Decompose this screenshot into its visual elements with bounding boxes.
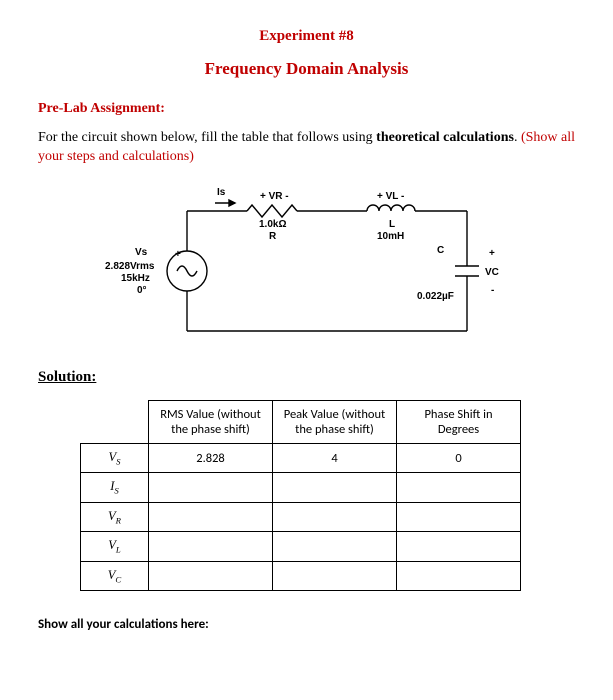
cell-phase xyxy=(397,473,521,503)
circuit-diagram: + Is + VR - 1.0kΩ R + VL - L 10mH C 0.02… xyxy=(97,181,517,351)
vs-value: 2.828Vrms xyxy=(105,261,155,272)
cell-rms xyxy=(149,473,273,503)
table-row: VC xyxy=(81,561,521,591)
col-phase: Phase Shift in Degrees xyxy=(397,400,521,443)
vr-label: + VR - xyxy=(260,191,289,202)
cell-rms: 2.828 xyxy=(149,443,273,473)
r-name: R xyxy=(269,231,277,242)
table-row: IS xyxy=(81,473,521,503)
vc-plus: + xyxy=(489,248,495,259)
cell-phase xyxy=(397,561,521,591)
vc-minus: - xyxy=(491,285,494,296)
c-name: C xyxy=(437,245,444,256)
table-row: VL xyxy=(81,532,521,562)
solution-table: RMS Value (without the phase shift) Peak… xyxy=(80,400,521,592)
prelab-heading: Pre-Lab Assignment: xyxy=(38,101,575,117)
r-value: 1.0kΩ xyxy=(259,219,286,230)
cell-peak xyxy=(273,473,397,503)
instruction-paragraph: For the circuit shown below, fill the ta… xyxy=(38,129,575,167)
cell-rms xyxy=(149,502,273,532)
table-row: VS 2.828 4 0 xyxy=(81,443,521,473)
cell-phase xyxy=(397,502,521,532)
vs-freq: 15kHz xyxy=(121,273,150,284)
is-label: Is xyxy=(217,187,226,198)
cell-phase: 0 xyxy=(397,443,521,473)
cell-peak xyxy=(273,561,397,591)
footer-instruction: Show all your calculations here: xyxy=(38,617,575,632)
experiment-title: Frequency Domain Analysis xyxy=(38,59,575,79)
cell-rms xyxy=(149,532,273,562)
cell-peak: 4 xyxy=(273,443,397,473)
vs-name: Vs xyxy=(135,247,148,258)
cell-peak xyxy=(273,502,397,532)
table-row: VR xyxy=(81,502,521,532)
vc-label: VC xyxy=(485,267,499,278)
c-value: 0.022µF xyxy=(417,291,454,302)
vl-label: + VL - xyxy=(377,191,404,202)
solution-heading: Solution: xyxy=(38,369,575,386)
l-name: L xyxy=(389,219,395,230)
cell-rms xyxy=(149,561,273,591)
cell-peak xyxy=(273,532,397,562)
experiment-number: Experiment #8 xyxy=(38,28,575,45)
cell-phase xyxy=(397,532,521,562)
svg-text:+: + xyxy=(175,249,181,260)
col-rms: RMS Value (without the phase shift) xyxy=(149,400,273,443)
l-value: 10mH xyxy=(377,231,404,242)
para-theoretical: theoretical calculations xyxy=(376,130,514,145)
vs-phase: 0° xyxy=(137,285,147,296)
para-period: . xyxy=(514,130,521,145)
para-lead: For the circuit shown below, fill the ta… xyxy=(38,130,376,145)
col-peak: Peak Value (without the phase shift) xyxy=(273,400,397,443)
table-header-row: RMS Value (without the phase shift) Peak… xyxy=(81,400,521,443)
